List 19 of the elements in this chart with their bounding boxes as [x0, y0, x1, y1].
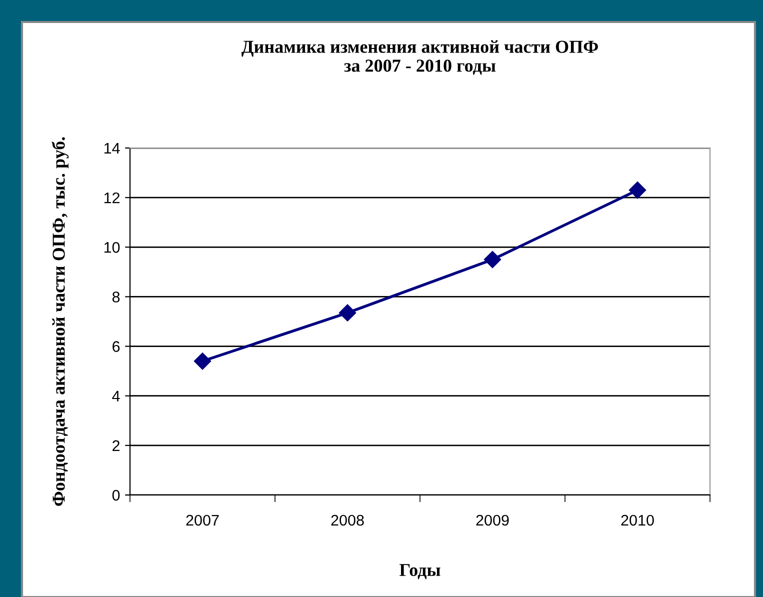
y-tick-label: 4 — [112, 390, 120, 402]
x-tick-label: 2008 — [331, 514, 364, 526]
y-tick-label: 10 — [104, 242, 120, 253]
y-tick-label: 14 — [104, 143, 120, 154]
point — [194, 352, 212, 370]
y-axis-title: Фондоотдача активной части ОПФ, тыс. руб. — [52, 137, 69, 506]
chart-title: Динамика изменения активной части ОПФ за 2007 - 2010 годы — [241, 40, 598, 75]
x-tick-label: 2007 — [186, 514, 219, 526]
point — [484, 250, 502, 268]
y-tick-label: 2 — [112, 440, 120, 451]
y-tick-label: 6 — [112, 341, 120, 352]
y-tick-label: 12 — [104, 192, 120, 204]
point — [338, 304, 356, 322]
y-tick-label: 8 — [112, 292, 120, 302]
x-tick-label: 2009 — [476, 514, 509, 526]
y-tick-label: 0 — [112, 490, 120, 501]
x-tick-label: 2010 — [621, 514, 654, 526]
point — [628, 182, 646, 199]
x-axis-title: Годы — [400, 564, 440, 580]
